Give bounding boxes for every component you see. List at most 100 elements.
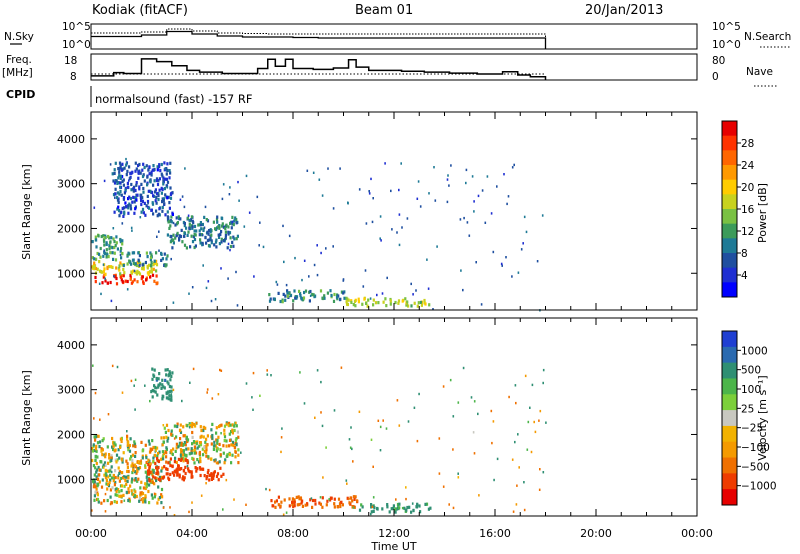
data-cell xyxy=(233,424,236,428)
data-cell xyxy=(392,504,395,508)
data-cell xyxy=(450,164,452,167)
data-cell xyxy=(350,426,352,429)
data-cell xyxy=(192,367,195,371)
data-cell xyxy=(301,504,304,508)
data-cell xyxy=(114,192,117,196)
data-cell xyxy=(127,251,130,255)
data-cell xyxy=(94,280,97,284)
data-cell xyxy=(330,293,333,298)
data-cell xyxy=(155,476,158,480)
data-cell xyxy=(133,488,136,492)
data-cell xyxy=(211,397,214,400)
data-cell xyxy=(131,453,134,457)
data-cell xyxy=(93,448,96,453)
data-cell xyxy=(215,449,218,453)
data-cell xyxy=(447,174,449,177)
data-cell xyxy=(126,462,129,466)
data-cell xyxy=(120,439,123,443)
data-cell xyxy=(127,476,130,480)
data-cell xyxy=(219,232,222,236)
data-cell xyxy=(164,167,166,170)
data-cell xyxy=(346,302,349,306)
data-cell xyxy=(169,378,172,382)
data-cell xyxy=(227,225,230,229)
data-cell xyxy=(93,494,96,498)
data-cell xyxy=(144,470,147,474)
data-cell xyxy=(213,440,216,444)
freq-right-tick-bottom: 0 xyxy=(712,71,719,83)
data-cell xyxy=(358,410,361,413)
data-cell xyxy=(140,480,143,484)
data-cell xyxy=(190,451,193,455)
data-cell xyxy=(131,477,134,481)
data-cell xyxy=(146,469,150,473)
data-cell xyxy=(170,220,173,224)
data-cell xyxy=(190,475,193,479)
data-cell xyxy=(141,263,144,267)
data-cell xyxy=(335,295,339,299)
data-cell xyxy=(306,502,309,506)
data-cell xyxy=(236,304,239,307)
data-cell xyxy=(427,287,430,290)
data-cell xyxy=(96,491,99,495)
data-cell xyxy=(314,502,317,506)
data-cell xyxy=(320,411,322,414)
data-cell xyxy=(110,265,113,269)
data-cell xyxy=(105,242,108,246)
data-cell xyxy=(181,399,183,403)
data-cell xyxy=(109,473,112,477)
data-cell xyxy=(187,447,190,451)
data-cell xyxy=(98,440,102,444)
data-cell xyxy=(93,264,97,268)
data-cell xyxy=(119,189,122,193)
data-cell xyxy=(176,473,179,477)
data-cell xyxy=(202,428,205,433)
data-cell xyxy=(157,459,160,464)
data-cell xyxy=(165,167,168,171)
freq-left-label-2: [MHz] xyxy=(2,67,33,79)
data-cell xyxy=(484,221,487,224)
data-cell xyxy=(286,291,289,295)
data-cell xyxy=(416,502,419,506)
data-cell xyxy=(142,173,145,177)
data-cell xyxy=(120,210,123,214)
data-cell xyxy=(470,396,473,399)
data-cell xyxy=(410,510,413,514)
data-cell xyxy=(424,302,427,306)
data-cell xyxy=(408,505,411,509)
data-cell xyxy=(157,477,160,481)
data-cell xyxy=(151,439,154,443)
data-cell xyxy=(269,297,272,301)
data-cell xyxy=(98,260,101,264)
data-cell xyxy=(150,267,153,271)
data-cell xyxy=(180,443,183,447)
data-cell xyxy=(468,234,471,237)
data-cell xyxy=(138,272,142,276)
data-cell xyxy=(182,478,185,482)
data-cell xyxy=(425,502,429,506)
data-cell xyxy=(96,497,100,502)
data-cell xyxy=(118,471,121,476)
data-cell xyxy=(163,263,166,267)
data-cell xyxy=(112,193,116,197)
data-cell xyxy=(158,207,161,211)
data-cell xyxy=(125,173,128,177)
data-cell xyxy=(158,496,161,500)
data-cell xyxy=(97,500,100,504)
data-cell xyxy=(173,437,176,440)
data-cell xyxy=(126,262,129,266)
data-cell xyxy=(146,479,149,483)
data-cell xyxy=(117,466,120,470)
data-cell xyxy=(329,498,332,502)
data-cell xyxy=(149,462,151,466)
data-cell xyxy=(198,229,201,233)
data-cell xyxy=(138,263,141,267)
data-cell xyxy=(193,445,196,449)
data-cell xyxy=(220,432,222,435)
data-cell xyxy=(186,438,190,442)
data-cell xyxy=(145,485,148,489)
data-cell xyxy=(112,179,115,183)
data-cell xyxy=(108,469,112,473)
data-cell xyxy=(105,241,108,245)
